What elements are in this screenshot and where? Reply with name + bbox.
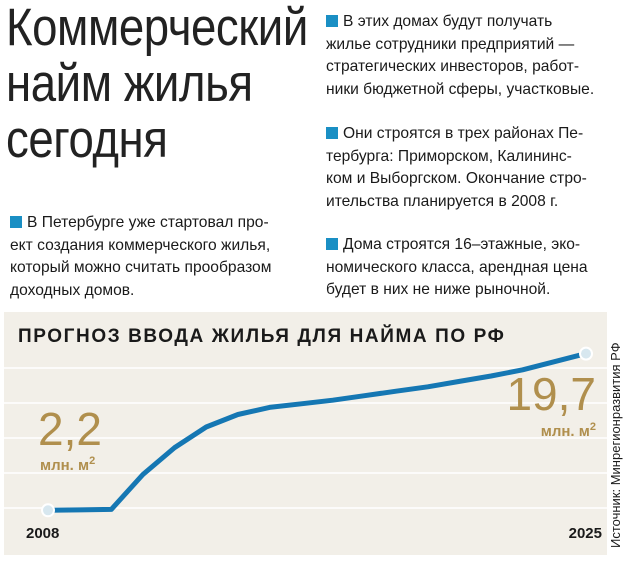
end-unit-label: млн. м2 xyxy=(541,421,596,440)
x-tick-label-start: 2008 xyxy=(26,525,59,542)
bullet-line: ком и Выборгском. Окончание стро- xyxy=(326,170,587,187)
series-line xyxy=(45,351,589,513)
bullet-square-icon xyxy=(326,127,338,139)
end-point-marker xyxy=(579,346,593,361)
intro-line: ект создания коммерческого жилья, xyxy=(10,236,271,254)
bullet-line: Они строятся в трех районах Пе- xyxy=(343,125,584,142)
bullet-line: тербурга: Приморском, Калининс- xyxy=(326,147,572,165)
bullet-paragraph-2: Они строятся в трех районах Пе- тербурга… xyxy=(326,123,587,213)
headline-line: Коммерческий xyxy=(6,0,308,57)
source-note: Источник: Минрегионразвития РФ xyxy=(608,342,623,548)
start-value-label: 2,2 xyxy=(38,403,102,455)
chart-title: ПРОГНОЗ ВВОДА ЖИЛЬЯ ДЛЯ НАЙМА ПО РФ xyxy=(18,326,506,347)
bullet-line: ительства планируется в 2008 г. xyxy=(326,192,559,210)
intro-line: который можно считать прообразом xyxy=(10,259,272,276)
bullet-square-icon xyxy=(326,238,338,250)
bullet-line: номического класса, арендная цена xyxy=(326,258,588,276)
end-value-label: 19,7 xyxy=(506,368,596,420)
intro-line: В Петербурге уже стартовал про- xyxy=(27,214,269,231)
bullet-line: стратегических инвесторов, работ- xyxy=(326,58,580,75)
bullet-line: жилье сотрудники предприятий — xyxy=(326,35,575,53)
bullet-paragraph-1: В этих домах будут получать жилье сотруд… xyxy=(326,11,594,101)
x-tick-label-end: 2025 xyxy=(569,525,602,542)
bullet-square-icon xyxy=(10,216,22,228)
bullet-line: ники бюджетной сферы, участковые. xyxy=(326,80,595,98)
intro-paragraph: В Петербурге уже стартовал про- ект созд… xyxy=(10,212,271,302)
headline-line: сегодня xyxy=(6,110,168,169)
headline: Коммерческий найм жилья сегодня xyxy=(6,0,308,169)
chart-panel: ПРОГНОЗ ВВОДА ЖИЛЬЯ ДЛЯ НАЙМА ПО РФ 2008… xyxy=(4,312,607,555)
bullet-line: В этих домах будут получать xyxy=(343,13,553,30)
start-unit-label: млн. м2 xyxy=(40,455,95,474)
headline-line: найм жилья xyxy=(6,54,253,113)
bullet-line: будет в них не ниже рыночной. xyxy=(326,281,551,298)
intro-line: доходных домов. xyxy=(10,281,135,299)
bullet-line: Дома строятся 16–этажные, эко- xyxy=(343,236,581,253)
start-point-marker xyxy=(41,503,55,518)
bullet-square-icon xyxy=(326,15,338,27)
bullet-paragraph-3: Дома строятся 16–этажные, эко- номическо… xyxy=(326,234,588,302)
